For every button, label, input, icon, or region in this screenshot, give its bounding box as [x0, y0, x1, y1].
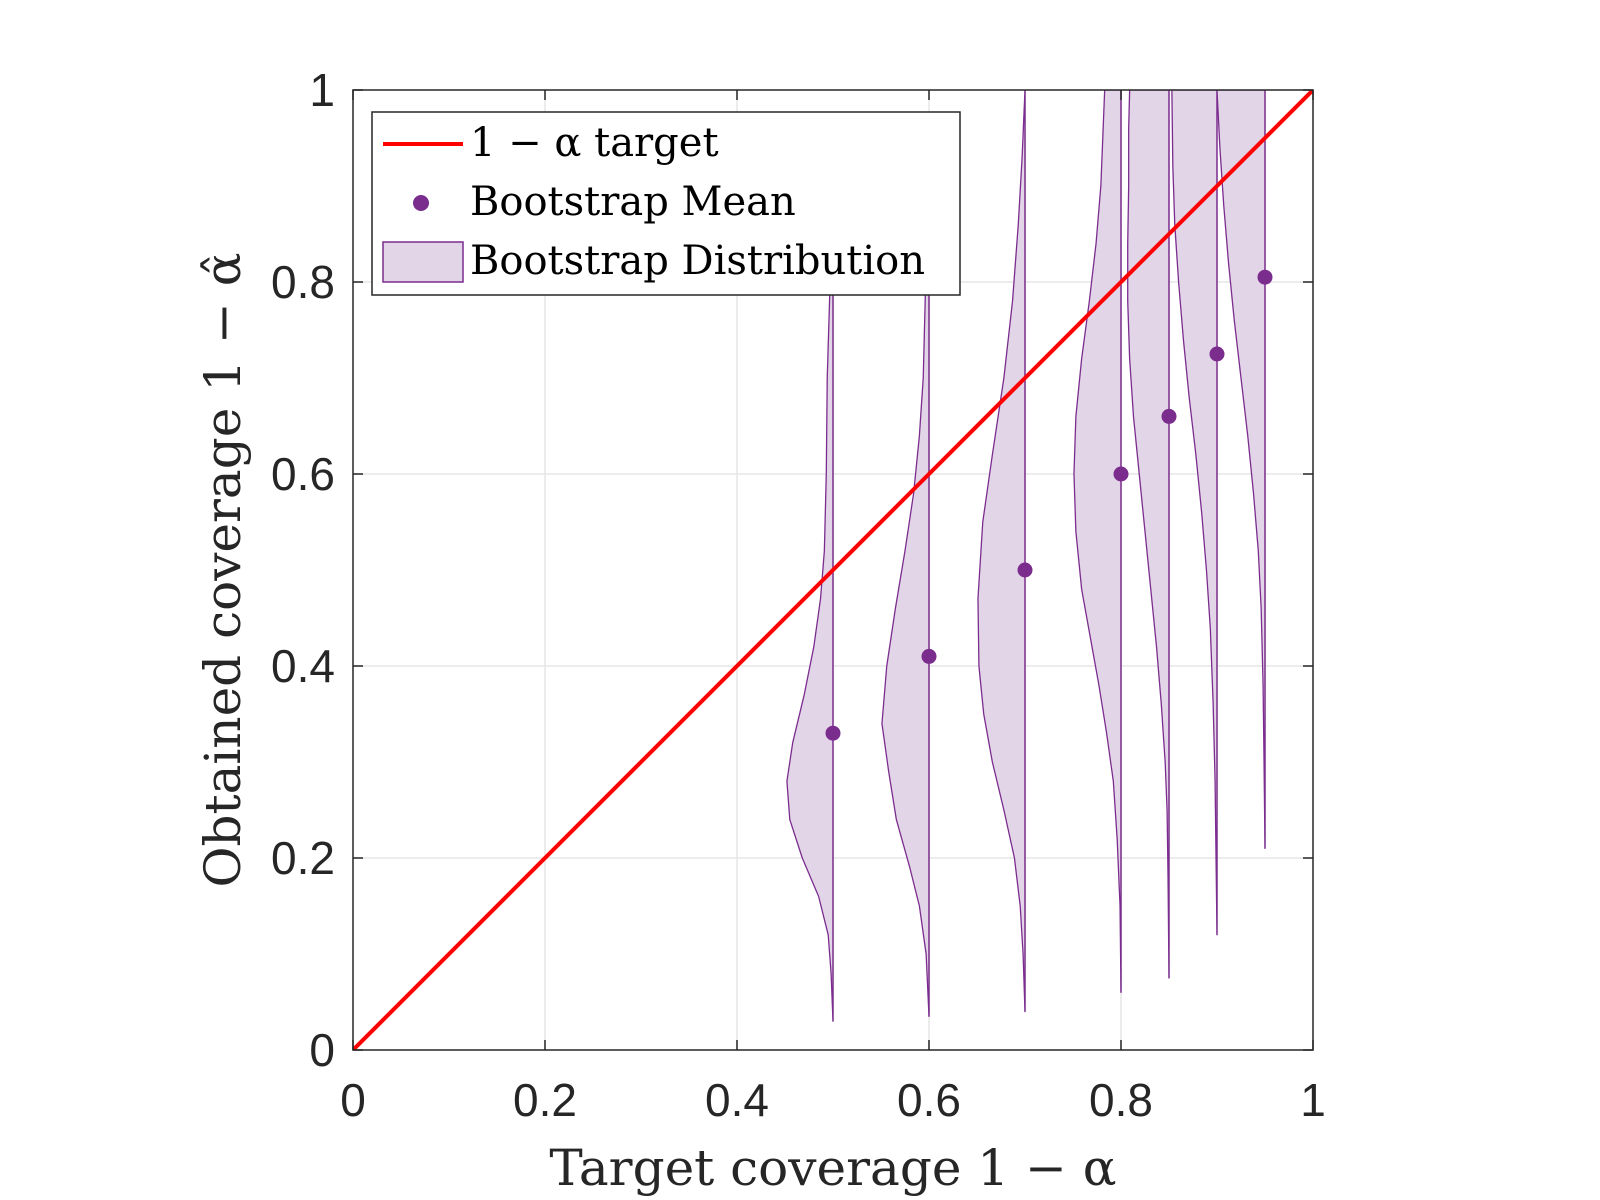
violin-2	[977, 90, 1026, 1013]
legend-distribution-swatch	[382, 241, 464, 283]
violin-4	[1127, 90, 1170, 979]
mean-point-2	[1017, 562, 1033, 578]
x-tick-labels: 0 0.2 0.4 0.6 0.8 1	[340, 1074, 1326, 1126]
target-line	[353, 90, 1313, 1050]
y-tick-label-3: 0.6	[271, 448, 335, 500]
axes-box	[352, 89, 1314, 1051]
legend-mean-marker	[413, 195, 429, 211]
x-tick-label-2: 0.4	[705, 1074, 769, 1126]
mean-point-4	[1161, 408, 1177, 424]
x-tick-label-3: 0.6	[897, 1074, 961, 1126]
x-tick-label-1: 0.2	[513, 1074, 577, 1126]
y-tick-label-2: 0.4	[271, 640, 335, 692]
y-tick-labels: 0 0.2 0.4 0.6 0.8 1	[271, 64, 335, 1076]
y-tick-label-5: 1	[309, 64, 335, 116]
x-tick-label-5: 1	[1300, 1074, 1326, 1126]
bootstrap-distribution-layer	[786, 90, 1266, 1022]
violin-3	[1073, 90, 1122, 994]
y-axis-title: Obtained coverage 1 − α̂	[194, 253, 252, 888]
legend-label-target: 1 − α target	[470, 120, 719, 166]
target-line-layer	[353, 90, 1313, 1050]
x-axis-title: Target coverage 1 − α	[549, 1139, 1116, 1197]
legend: 1 − α target Bootstrap Mean Bootstrap Di…	[371, 111, 961, 296]
mean-point-0	[825, 725, 841, 741]
mean-point-3	[1113, 466, 1129, 482]
mean-point-5	[1209, 346, 1225, 362]
bootstrap-mean-layer	[825, 269, 1273, 741]
legend-label-mean: Bootstrap Mean	[470, 179, 796, 225]
violin-6	[1216, 90, 1266, 850]
y-tick-label-1: 0.2	[271, 832, 335, 884]
x-tick-label-0: 0	[340, 1074, 366, 1126]
violin-0	[786, 233, 834, 1022]
legend-box	[371, 111, 961, 296]
x-tick-label-4: 0.8	[1089, 1074, 1153, 1126]
mean-point-1	[921, 648, 937, 664]
y-tick-label-4: 0.8	[271, 256, 335, 308]
ticks	[352, 89, 1314, 1051]
mean-point-6	[1257, 269, 1273, 285]
y-tick-label-0: 0	[309, 1024, 335, 1076]
legend-label-distribution: Bootstrap Distribution	[470, 238, 925, 284]
violin-5	[1171, 90, 1218, 936]
